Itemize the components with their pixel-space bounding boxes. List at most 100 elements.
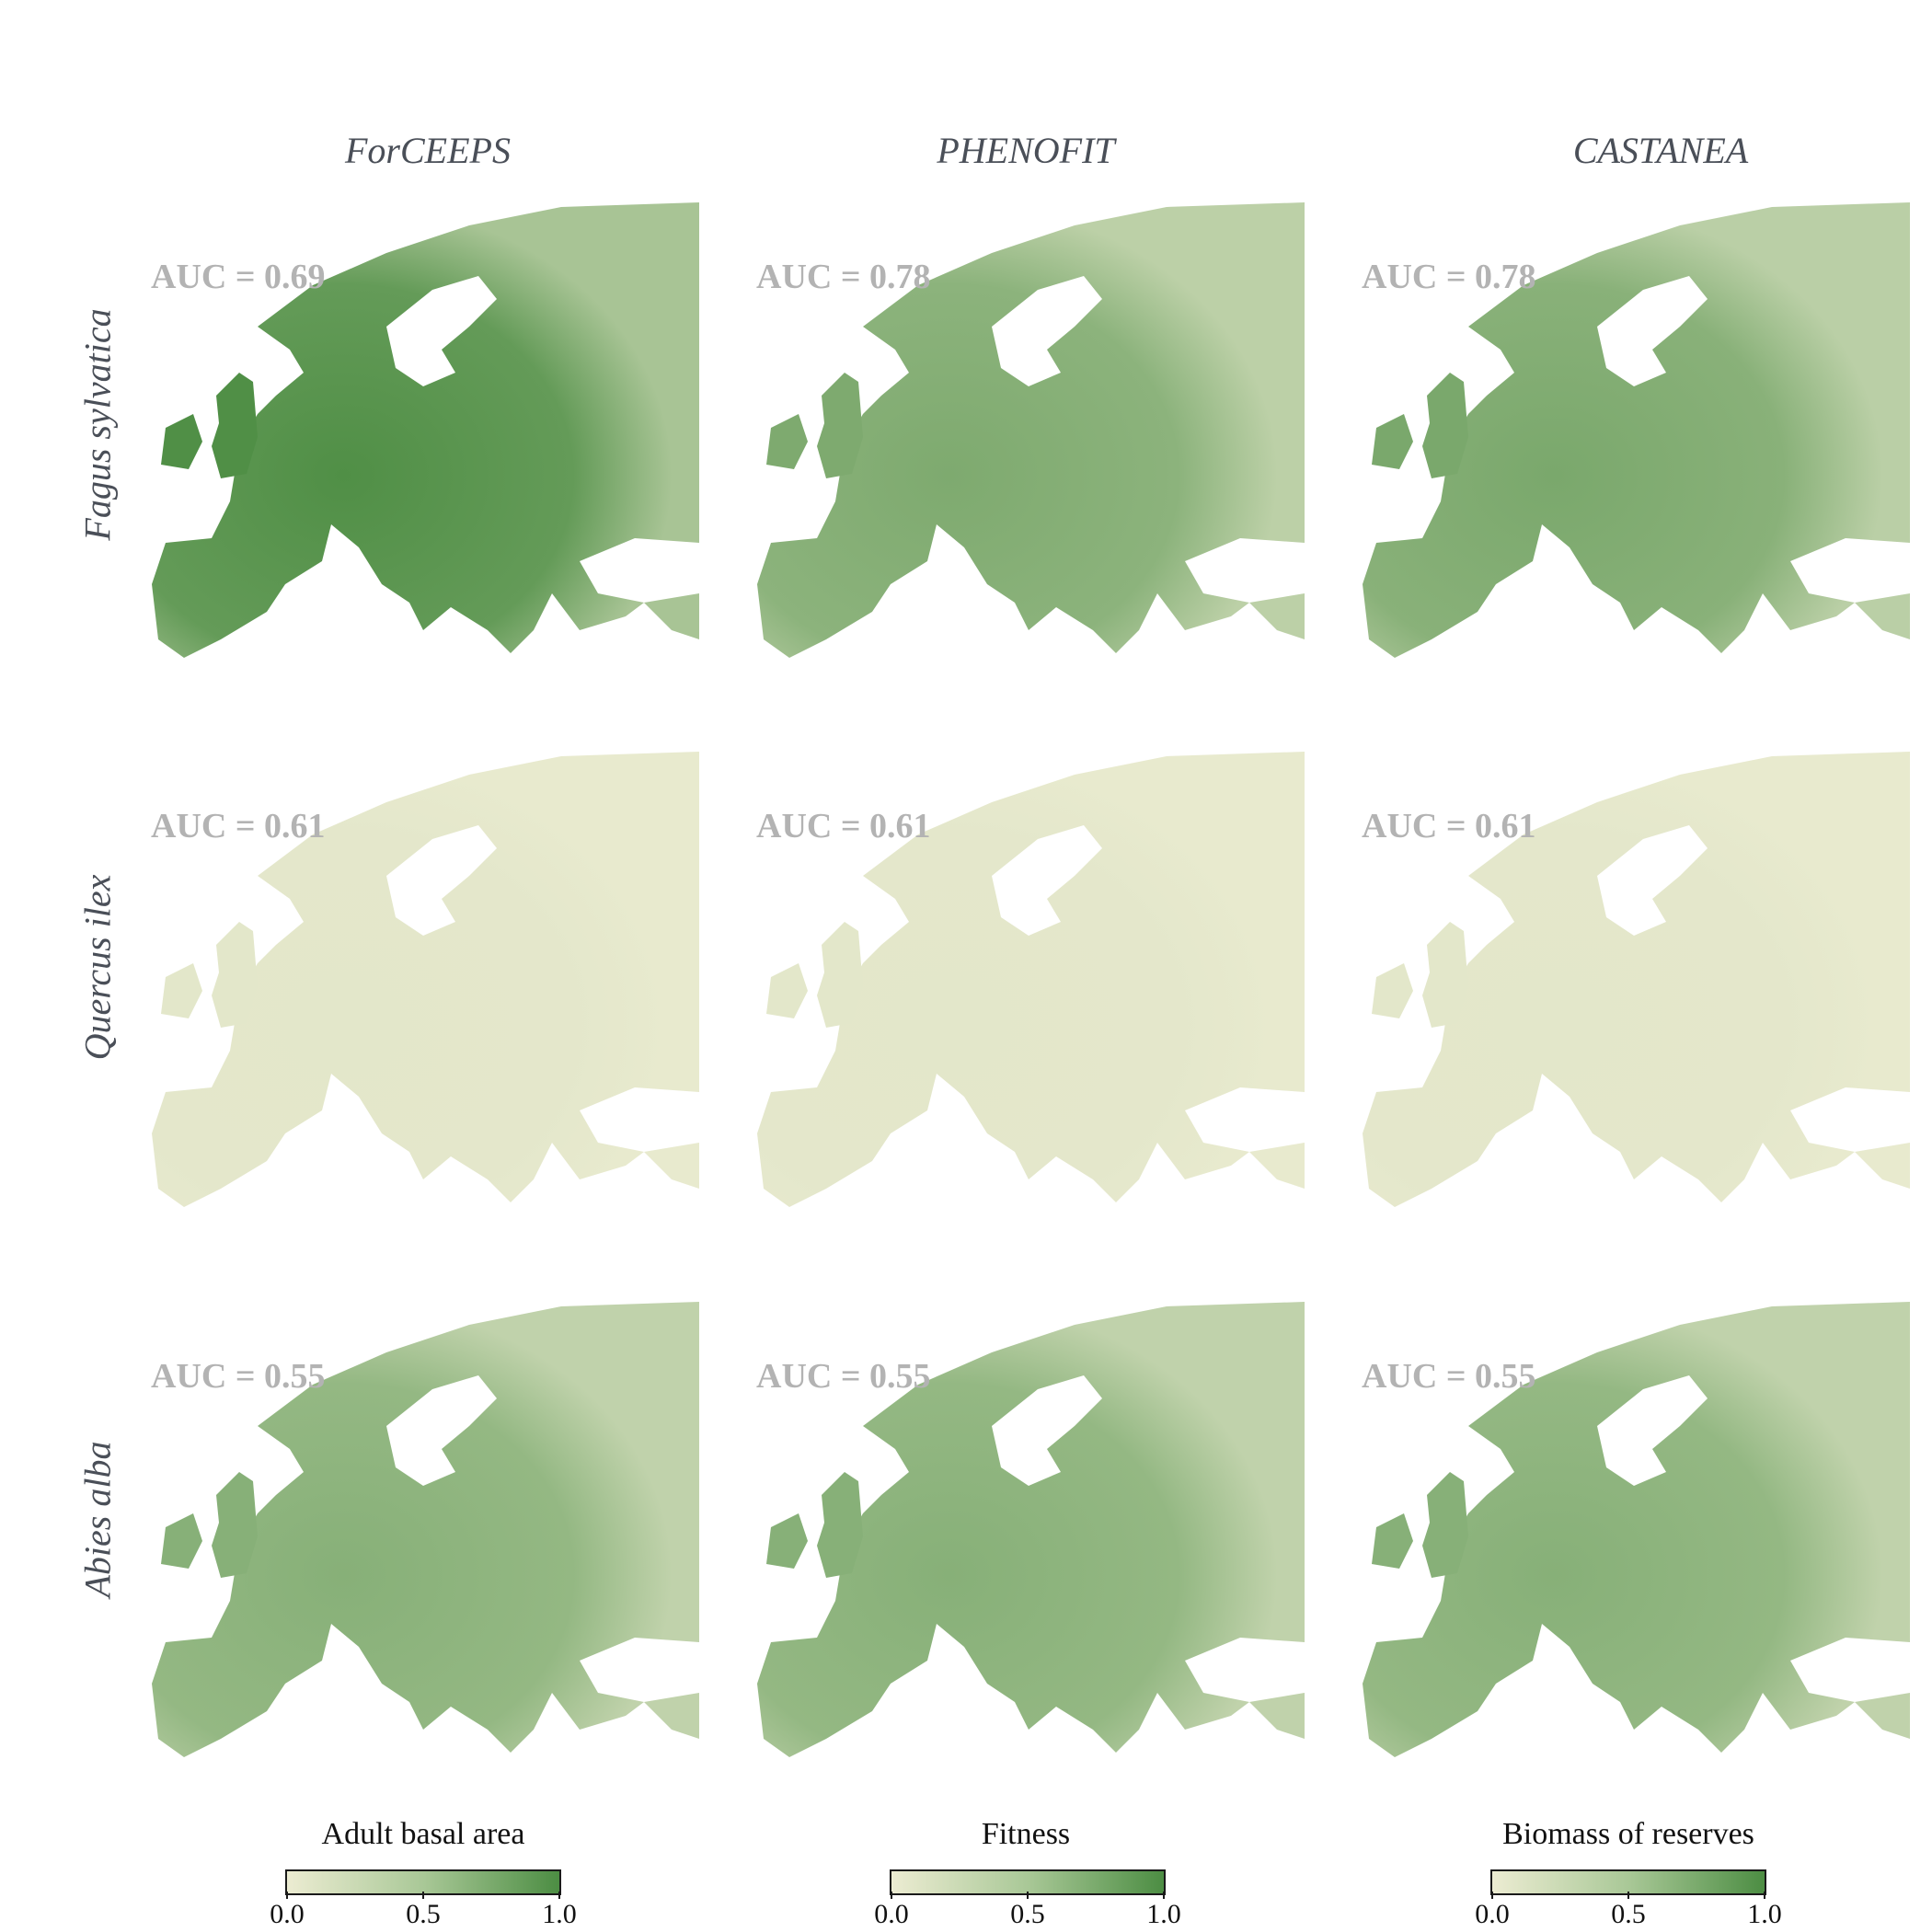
map-phenofit-abies-alba: AUC = 0.55 bbox=[753, 1297, 1305, 1812]
colorbar-title-phenofit: Fitness bbox=[981, 1817, 1071, 1851]
ireland-shape bbox=[1372, 963, 1413, 1018]
britain-shape bbox=[212, 373, 258, 478]
colorbar-title-castanea: Biomass of reserves bbox=[1502, 1817, 1754, 1851]
baltic-sea-shape bbox=[992, 825, 1102, 936]
colorbar-tick-mark bbox=[286, 1892, 288, 1899]
britain-shape bbox=[1422, 373, 1468, 478]
colorbar-tick-label: 0.5 bbox=[406, 1899, 441, 1929]
auc-label: AUC = 0.55 bbox=[1362, 1357, 1536, 1396]
britain-shape bbox=[817, 1472, 863, 1578]
row-title-quercus-ilex: Quercus ilex bbox=[76, 874, 119, 1061]
map-castanea-quercus-ilex: AUC = 0.61 bbox=[1358, 747, 1910, 1262]
europe-map-svg bbox=[1363, 1302, 1910, 1757]
black-sea-shape bbox=[1790, 1638, 1910, 1702]
baltic-sea-shape bbox=[992, 1375, 1102, 1486]
colorbar-title-forceeps: Adult basal area bbox=[321, 1817, 525, 1851]
black-sea-shape bbox=[580, 1638, 699, 1702]
ireland-shape bbox=[766, 414, 808, 469]
black-sea-shape bbox=[1185, 1087, 1305, 1152]
colorbar-tick-label: 0.5 bbox=[1611, 1899, 1646, 1929]
mainland-shape bbox=[1363, 1302, 1910, 1757]
auc-label: AUC = 0.55 bbox=[151, 1357, 326, 1396]
britain-shape bbox=[817, 373, 863, 478]
column-title-castanea: CASTANEA bbox=[1572, 130, 1749, 171]
column-title-phenofit: PHENOFIT bbox=[937, 130, 1115, 171]
colorbar-tick-mark bbox=[558, 1892, 560, 1899]
britain-shape bbox=[1422, 922, 1468, 1028]
ireland-shape bbox=[1372, 414, 1413, 469]
auc-label: AUC = 0.55 bbox=[756, 1357, 931, 1396]
mainland-shape bbox=[152, 752, 699, 1207]
auc-label: AUC = 0.69 bbox=[151, 258, 326, 296]
colorbar-tick-mark bbox=[1027, 1892, 1029, 1899]
colorbar-tick-label: 1.0 bbox=[1146, 1899, 1181, 1929]
black-sea-shape bbox=[1185, 538, 1305, 603]
mainland-shape bbox=[1363, 202, 1910, 658]
row-title-fagus-sylvatica: Fagus sylvatica bbox=[76, 308, 119, 541]
black-sea-shape bbox=[580, 538, 699, 603]
mainland-shape bbox=[1363, 752, 1910, 1207]
ireland-shape bbox=[161, 414, 202, 469]
britain-shape bbox=[212, 922, 258, 1028]
baltic-sea-shape bbox=[992, 276, 1102, 386]
europe-map-svg bbox=[757, 752, 1305, 1207]
colorbar-tick-label: 0.0 bbox=[1475, 1899, 1510, 1929]
colorbar-tick-label: 1.0 bbox=[1747, 1899, 1782, 1929]
ireland-shape bbox=[766, 963, 808, 1018]
colorbar-tick-mark bbox=[1627, 1892, 1629, 1899]
map-phenofit-fagus-sylvatica: AUC = 0.78 bbox=[753, 198, 1305, 713]
europe-map-svg bbox=[757, 1302, 1305, 1757]
ireland-shape bbox=[161, 963, 202, 1018]
colorbar-tick-mark bbox=[1163, 1892, 1165, 1899]
black-sea-shape bbox=[1185, 1638, 1305, 1702]
auc-label: AUC = 0.61 bbox=[151, 807, 326, 845]
mainland-shape bbox=[152, 202, 699, 658]
baltic-sea-shape bbox=[1597, 276, 1708, 386]
map-forceeps-fagus-sylvatica: AUC = 0.69 bbox=[147, 198, 699, 713]
baltic-sea-shape bbox=[1597, 1375, 1708, 1486]
colorbar-tick-label: 0.0 bbox=[874, 1899, 909, 1929]
row-title-abies-alba: Abies alba bbox=[76, 1441, 119, 1598]
auc-label: AUC = 0.78 bbox=[756, 258, 931, 296]
mainland-shape bbox=[757, 1302, 1305, 1757]
colorbar-tick-mark bbox=[422, 1892, 424, 1899]
baltic-sea-shape bbox=[1597, 825, 1708, 936]
colorbar-castanea bbox=[1490, 1869, 1766, 1895]
europe-map-svg bbox=[152, 752, 699, 1207]
mainland-shape bbox=[757, 202, 1305, 658]
colorbar-tick-mark bbox=[1764, 1892, 1765, 1899]
map-castanea-fagus-sylvatica: AUC = 0.78 bbox=[1358, 198, 1910, 713]
europe-map-svg bbox=[152, 202, 699, 658]
europe-map-svg bbox=[1363, 202, 1910, 658]
britain-shape bbox=[1422, 1472, 1468, 1578]
column-title-forceeps: ForCEEPS bbox=[345, 130, 511, 171]
ireland-shape bbox=[766, 1513, 808, 1569]
colorbar-tick-label: 1.0 bbox=[542, 1899, 577, 1929]
europe-map-svg bbox=[1363, 752, 1910, 1207]
europe-map-svg bbox=[757, 202, 1305, 658]
colorbar-tick-label: 0.5 bbox=[1010, 1899, 1045, 1929]
auc-label: AUC = 0.61 bbox=[1362, 807, 1536, 845]
ireland-shape bbox=[161, 1513, 202, 1569]
auc-label: AUC = 0.78 bbox=[1362, 258, 1536, 296]
colorbar-tick-mark bbox=[1491, 1892, 1493, 1899]
map-castanea-abies-alba: AUC = 0.55 bbox=[1358, 1297, 1910, 1812]
baltic-sea-shape bbox=[386, 1375, 497, 1486]
europe-map-svg bbox=[152, 1302, 699, 1757]
black-sea-shape bbox=[1790, 538, 1910, 603]
mainland-shape bbox=[152, 1302, 699, 1757]
map-forceeps-abies-alba: AUC = 0.55 bbox=[147, 1297, 699, 1812]
map-phenofit-quercus-ilex: AUC = 0.61 bbox=[753, 747, 1305, 1262]
mainland-shape bbox=[757, 752, 1305, 1207]
baltic-sea-shape bbox=[386, 825, 497, 936]
colorbar-tick-mark bbox=[891, 1892, 892, 1899]
auc-label: AUC = 0.61 bbox=[756, 807, 931, 845]
britain-shape bbox=[212, 1472, 258, 1578]
colorbar-tick-label: 0.0 bbox=[270, 1899, 305, 1929]
baltic-sea-shape bbox=[386, 276, 497, 386]
map-forceeps-quercus-ilex: AUC = 0.61 bbox=[147, 747, 699, 1262]
black-sea-shape bbox=[1790, 1087, 1910, 1152]
britain-shape bbox=[817, 922, 863, 1028]
black-sea-shape bbox=[580, 1087, 699, 1152]
ireland-shape bbox=[1372, 1513, 1413, 1569]
